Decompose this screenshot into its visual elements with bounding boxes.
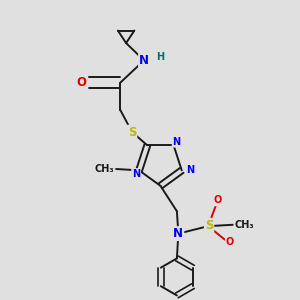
Text: O: O [76, 76, 86, 89]
Text: N: N [132, 169, 140, 179]
Text: N: N [139, 54, 149, 67]
Text: CH₃: CH₃ [234, 220, 254, 230]
Text: O: O [226, 237, 234, 247]
Text: N: N [173, 227, 183, 240]
Text: S: S [128, 126, 136, 139]
Text: O: O [213, 196, 221, 206]
Text: N: N [172, 137, 181, 147]
Text: S: S [205, 219, 213, 232]
Text: H: H [156, 52, 164, 62]
Text: N: N [186, 165, 194, 176]
Text: CH₃: CH₃ [95, 164, 115, 174]
